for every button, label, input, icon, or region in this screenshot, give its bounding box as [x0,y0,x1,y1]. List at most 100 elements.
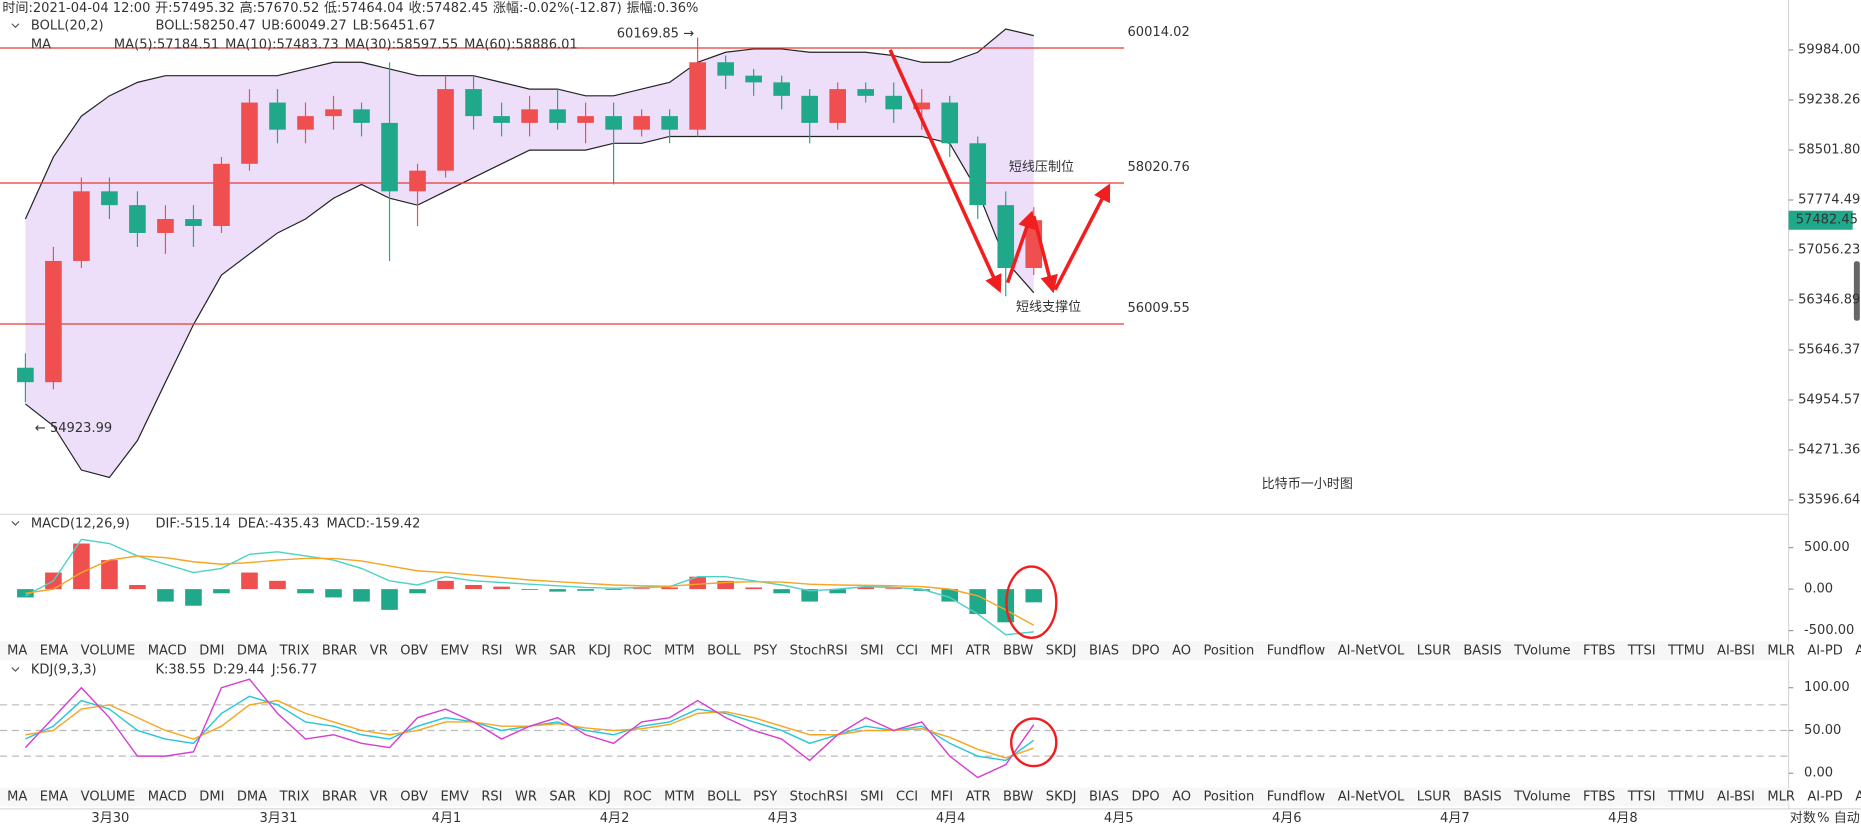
indicator-tab[interactable]: EMV [440,789,468,804]
indicator-tab[interactable]: MLR [1767,643,1795,658]
indicator-tab[interactable]: TTSI [1627,643,1656,658]
indicator-tab[interactable]: MA [7,789,27,804]
indicator-tab[interactable]: AI-FDI [1855,643,1861,658]
indicator-tab[interactable]: DMI [199,643,224,658]
indicator-tab[interactable]: PSY [753,789,777,804]
indicator-tab[interactable]: EMA [40,789,68,804]
indicator-tab[interactable]: SMI [860,789,883,804]
indicator-tab[interactable]: AI-PD [1807,789,1842,804]
axis-control[interactable]: 对数 [1790,811,1816,826]
macd-bar [745,587,762,590]
indicator-tab[interactable]: ROC [623,643,651,658]
indicator-tab[interactable]: LSUR [1417,643,1451,658]
macd-bar [101,560,118,590]
indicator-tab[interactable]: RSI [481,789,502,804]
indicator-tab[interactable]: BASIS [1463,643,1501,658]
indicator-tab[interactable]: PSY [753,643,777,658]
indicator-tab[interactable]: AI-NetVOL [1338,789,1405,804]
indicator-tab[interactable]: TTMU [1667,643,1705,658]
indicator-tab[interactable]: TRIX [279,789,310,804]
indicator-tab[interactable]: KDJ [588,789,610,804]
indicator-tab[interactable]: KDJ [588,643,610,658]
indicator-tab[interactable]: BIAS [1089,789,1119,804]
indicator-tab[interactable]: MLR [1767,789,1795,804]
indicator-tab[interactable]: AI-BSI [1717,643,1755,658]
indicator-tab[interactable]: ATR [966,643,991,658]
indicator-tab[interactable]: MACD [148,789,187,804]
indicator-tab[interactable]: DMI [199,789,224,804]
indicator-tab[interactable]: AI-FDI [1855,789,1861,804]
candle-body [913,102,931,110]
indicator-tab[interactable]: MTM [664,643,694,658]
macd-bar [717,580,734,590]
legend-item: BOLL:58250.47 [155,19,255,34]
indicator-tab[interactable]: AO [1172,643,1191,658]
indicator-tab[interactable]: AI-BSI [1717,789,1755,804]
indicator-tab[interactable]: SMI [860,643,883,658]
indicator-tab[interactable]: Fundflow [1267,789,1326,804]
indicator-tab[interactable]: BBW [1003,789,1033,804]
indicator-tab[interactable]: StochRSI [790,789,848,804]
indicator-tab[interactable]: SKDJ [1046,643,1077,658]
indicator-tab[interactable]: Position [1204,789,1255,804]
indicator-tab[interactable]: BRAR [322,643,357,658]
indicator-tab[interactable]: DPO [1131,643,1159,658]
indicator-tab[interactable]: TVolume [1513,643,1570,658]
indicator-tab[interactable]: RSI [481,643,502,658]
indicator-tab[interactable]: CCI [896,643,918,658]
indicator-tab[interactable]: MA [7,643,27,658]
indicator-tab[interactable]: SAR [549,643,576,658]
indicator-tab[interactable]: BOLL [707,789,741,804]
indicator-tab[interactable]: StochRSI [790,643,848,658]
indicator-tab[interactable]: AI-PD [1807,643,1842,658]
indicator-tab[interactable]: Fundflow [1267,643,1326,658]
indicator-tab[interactable]: VOLUME [81,643,136,658]
indicator-tab[interactable]: DPO [1131,789,1159,804]
indicator-tab[interactable]: FTBS [1583,789,1615,804]
indicator-tab[interactable]: AO [1172,789,1191,804]
indicator-tab[interactable]: TTSI [1627,789,1656,804]
indicator-tab[interactable]: MFI [931,789,954,804]
indicator-tab[interactable]: BASIS [1463,789,1501,804]
axis-control[interactable]: 自动 [1834,811,1860,826]
macd-bar [129,584,146,590]
x-tick-label: 4月7 [1440,811,1470,826]
indicator-tab[interactable]: AI-NetVOL [1338,643,1405,658]
candle-body [549,109,566,123]
indicator-tab[interactable]: TRIX [279,643,310,658]
indicator-tab[interactable]: TVolume [1513,789,1570,804]
indicator-tab[interactable]: BOLL [707,643,741,658]
axis-control[interactable]: % [1817,811,1829,826]
indicator-tab[interactable]: BIAS [1089,643,1119,658]
indicator-tab[interactable]: CCI [896,789,918,804]
indicator-tab[interactable]: VR [370,789,388,804]
indicator-tab[interactable]: MTM [664,789,694,804]
indicator-tab[interactable]: ATR [966,789,991,804]
x-tick-label: 4月4 [936,811,966,826]
indicator-tab[interactable]: SKDJ [1046,789,1077,804]
indicator-tab[interactable]: EMA [40,643,68,658]
indicator-tab[interactable]: OBV [400,789,428,804]
indicator-tab[interactable]: VR [370,643,388,658]
indicator-tab[interactable]: VOLUME [81,789,136,804]
indicator-tab[interactable]: EMV [440,643,468,658]
scrollbar[interactable] [1853,261,1860,321]
indicator-tab[interactable]: DMA [237,789,267,804]
indicator-tab[interactable]: WR [515,643,537,658]
indicator-tab[interactable]: OBV [400,643,428,658]
indicator-tab[interactable]: BRAR [322,789,357,804]
indicator-tab[interactable]: FTBS [1583,643,1615,658]
indicator-tab[interactable]: TTMU [1667,789,1705,804]
indicator-tab[interactable]: MFI [931,643,954,658]
candle-body [297,116,314,130]
indicator-tab[interactable]: Position [1204,643,1255,658]
indicator-tab[interactable]: MACD [148,643,187,658]
indicator-tab[interactable]: BBW [1003,643,1033,658]
indicator-tab[interactable]: WR [515,789,537,804]
candle-body [997,205,1015,268]
indicator-tab[interactable]: DMA [237,643,267,658]
indicator-tab[interactable]: SAR [549,789,576,804]
indicator-tab[interactable]: ROC [623,789,651,804]
y-tick-label: 58501.80 [1798,142,1860,157]
indicator-tab[interactable]: LSUR [1417,789,1451,804]
